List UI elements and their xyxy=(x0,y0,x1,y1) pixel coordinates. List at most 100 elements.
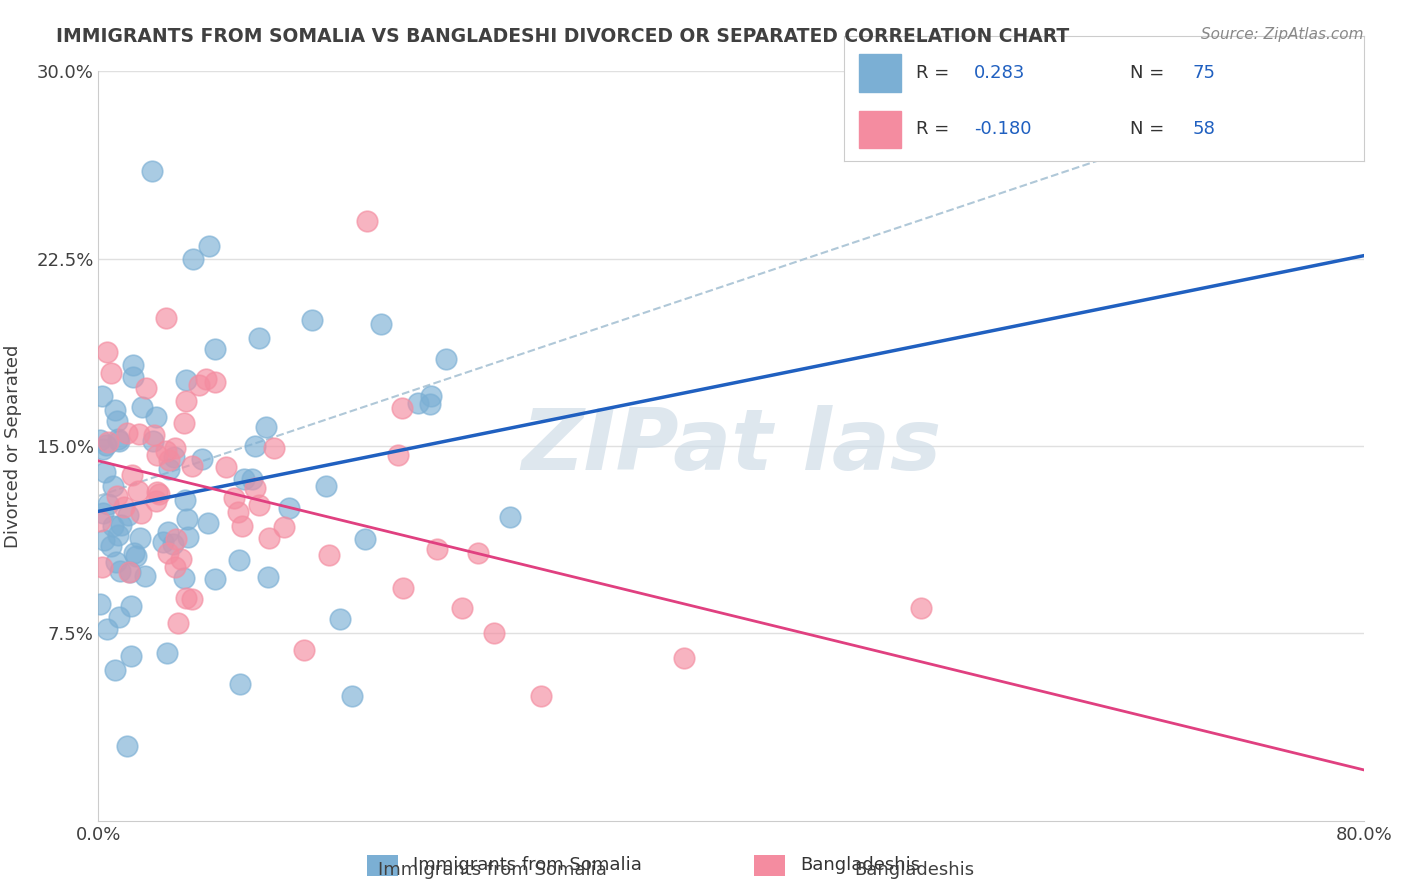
Text: R =: R = xyxy=(917,64,956,82)
Point xyxy=(176,591,198,605)
Point xyxy=(89,434,111,448)
Point xyxy=(157,525,180,540)
Point xyxy=(94,438,117,452)
Point xyxy=(121,467,143,482)
Point xyxy=(181,592,204,607)
Point xyxy=(155,444,177,458)
Point xyxy=(105,490,128,504)
Text: Bangladeshis: Bangladeshis xyxy=(853,861,974,879)
Point xyxy=(146,448,169,462)
Point xyxy=(107,528,129,542)
Point xyxy=(254,419,277,434)
Point xyxy=(90,389,112,403)
Point xyxy=(156,546,179,560)
Point xyxy=(89,597,111,611)
Text: Source: ZipAtlas.com: Source: ZipAtlas.com xyxy=(1201,27,1364,42)
Point xyxy=(204,572,226,586)
Point xyxy=(157,453,180,467)
Point xyxy=(243,482,266,496)
Point xyxy=(120,599,142,614)
Point xyxy=(121,358,143,372)
Point xyxy=(370,318,392,332)
Point xyxy=(910,601,932,615)
Text: ZIPat las: ZIPat las xyxy=(522,404,941,488)
Point xyxy=(156,646,179,660)
Point xyxy=(94,465,117,479)
Point xyxy=(273,520,295,534)
Point xyxy=(108,564,131,578)
Point xyxy=(145,409,167,424)
Point xyxy=(101,479,124,493)
Point xyxy=(90,559,112,574)
Text: IMMIGRANTS FROM SOMALIA VS BANGLADESHI DIVORCED OR SEPARATED CORRELATION CHART: IMMIGRANTS FROM SOMALIA VS BANGLADESHI D… xyxy=(56,27,1070,45)
Point xyxy=(233,472,256,486)
Point xyxy=(145,493,167,508)
Point xyxy=(148,487,170,501)
Point xyxy=(152,534,174,549)
Point xyxy=(162,537,184,551)
Point xyxy=(93,533,115,548)
Point xyxy=(107,432,129,446)
Point xyxy=(188,377,211,392)
Bar xyxy=(859,111,901,148)
Point xyxy=(190,452,212,467)
Point xyxy=(129,531,152,545)
Point xyxy=(118,566,141,580)
Point xyxy=(105,555,128,569)
Bar xyxy=(754,855,785,876)
Point xyxy=(181,459,204,474)
Point xyxy=(278,501,301,516)
Point xyxy=(408,396,430,410)
Point xyxy=(91,506,114,520)
Point xyxy=(229,677,252,691)
Point xyxy=(107,414,129,428)
Point xyxy=(301,313,323,327)
Point xyxy=(97,434,120,449)
Y-axis label: Divorced or Separated: Divorced or Separated xyxy=(4,344,22,548)
Point xyxy=(174,394,197,409)
Point xyxy=(103,663,125,677)
Point xyxy=(173,493,195,508)
Text: N =: N = xyxy=(1130,120,1170,138)
Point xyxy=(146,485,169,500)
Point xyxy=(131,400,153,414)
Point xyxy=(215,459,238,474)
Point xyxy=(228,505,250,519)
Point xyxy=(117,508,139,522)
Point xyxy=(467,546,489,560)
Point xyxy=(120,649,142,664)
Point xyxy=(482,626,505,640)
Point xyxy=(318,548,340,562)
Point xyxy=(163,441,186,455)
Bar xyxy=(859,54,901,92)
Point xyxy=(391,581,413,595)
Point xyxy=(419,397,441,411)
Point xyxy=(222,491,245,505)
Point xyxy=(451,601,474,615)
Point xyxy=(231,519,253,533)
Point xyxy=(155,311,177,326)
Point xyxy=(110,518,132,533)
Point xyxy=(672,651,695,665)
Point xyxy=(96,344,118,359)
Point xyxy=(173,416,195,430)
Point xyxy=(167,615,190,630)
Point xyxy=(176,512,198,526)
Point xyxy=(174,373,197,387)
Point xyxy=(197,516,219,530)
Text: Immigrants from Somalia: Immigrants from Somalia xyxy=(378,861,606,879)
Point xyxy=(240,472,263,486)
Point xyxy=(195,371,218,385)
Point xyxy=(108,610,131,624)
Point xyxy=(247,498,270,512)
Point xyxy=(436,351,458,366)
Point xyxy=(101,519,124,533)
Text: N =: N = xyxy=(1130,64,1170,82)
Point xyxy=(97,497,120,511)
Point xyxy=(135,380,157,394)
Point xyxy=(165,533,187,547)
Point xyxy=(91,442,114,456)
Point xyxy=(499,509,522,524)
Point xyxy=(329,612,352,626)
Point xyxy=(177,530,200,544)
